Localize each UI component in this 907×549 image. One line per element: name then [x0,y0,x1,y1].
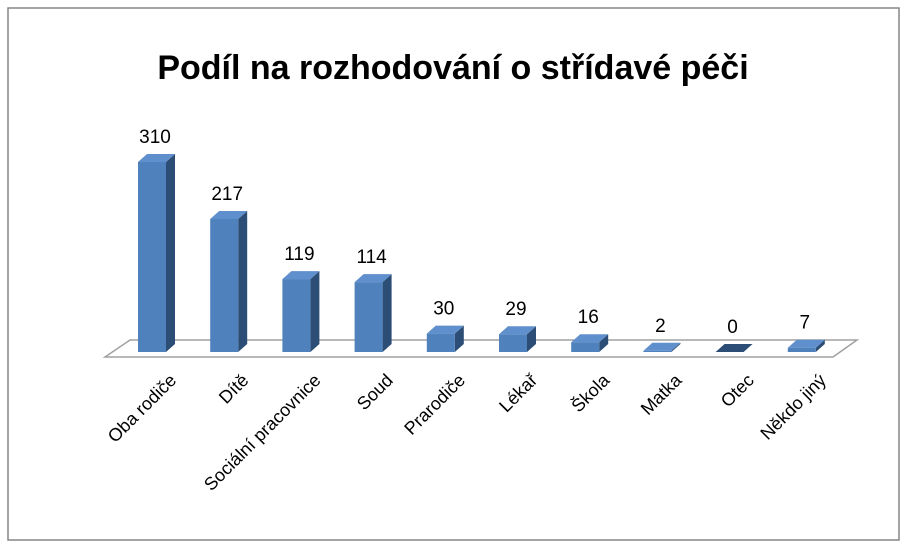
bar [643,342,681,352]
bar-top [138,154,175,162]
bar [138,154,175,352]
bar-top [643,342,681,351]
bar-side [166,154,175,352]
bar [715,344,753,352]
bar-front [354,282,383,352]
bar [426,325,464,352]
value-label: 119 [284,244,314,265]
bar-side [815,339,825,352]
bar-side [599,334,609,352]
bar [571,334,609,352]
value-label: 30 [433,299,454,320]
bar-top [787,339,825,348]
bar-side [382,274,392,352]
bar [354,274,392,352]
chart-title: Podíl na rozhodování o střídavé péči [157,49,748,87]
value-label: 29 [505,299,526,320]
bar-front [282,279,311,352]
value-label: 310 [139,127,171,148]
value-label: 16 [578,307,599,328]
value-label: 217 [211,184,243,205]
bar [787,339,825,352]
bar-top [715,344,753,352]
bar-top [499,326,536,335]
bar-side [454,325,464,352]
bar-front [426,333,455,352]
bar-front [643,350,672,352]
bar-top [210,211,248,219]
bar-side [238,211,248,352]
value-label: 114 [356,247,387,268]
bar [282,271,320,352]
value-label: 0 [727,317,738,338]
bar [210,211,248,352]
value-label: 7 [800,313,811,334]
value-label: 2 [655,316,666,337]
bar-front [787,347,816,352]
bar-front [138,162,166,352]
bar [499,326,536,352]
bar-top [571,334,609,343]
bar-top [282,271,320,280]
bar-top [426,325,464,334]
bar-front [499,334,527,352]
bar-side [527,326,536,352]
bar-front [210,219,239,352]
bar-side [310,271,320,352]
bar-top [354,274,392,283]
bar-front [571,342,600,352]
bar-side [671,342,681,352]
